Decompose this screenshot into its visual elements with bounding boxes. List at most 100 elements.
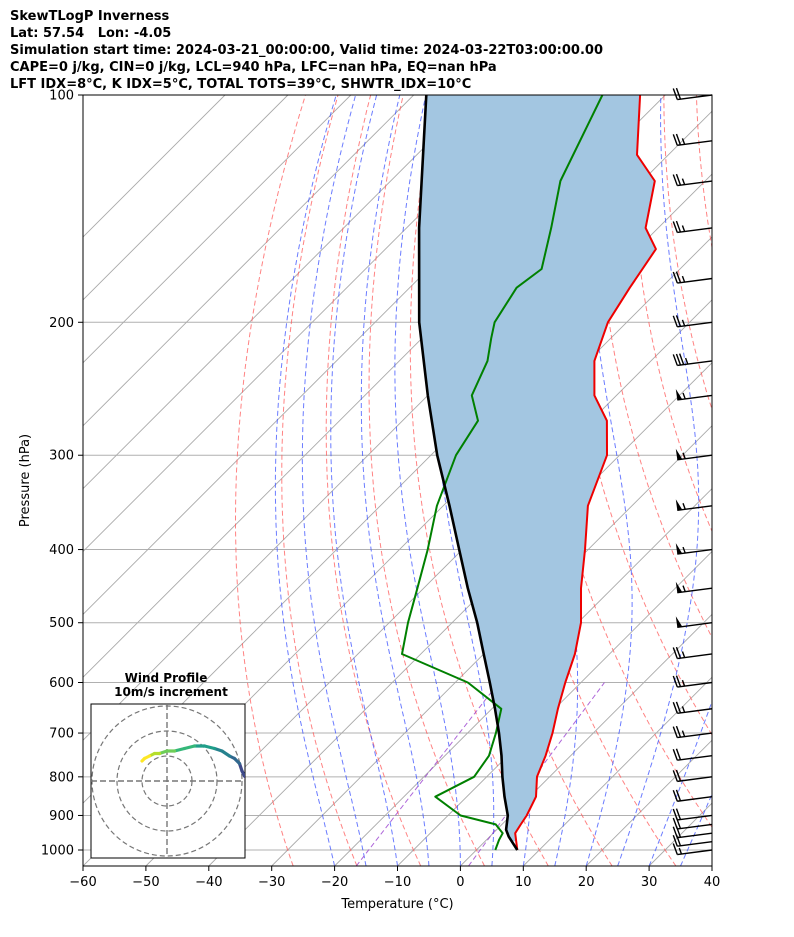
y-tick-label: 800 xyxy=(49,770,74,785)
wind-barb-flag xyxy=(675,271,682,283)
wind-barb-staff xyxy=(677,548,713,555)
plot-area xyxy=(83,93,794,866)
wind-barb-flag xyxy=(675,701,682,714)
y-tick-label: 900 xyxy=(49,809,74,824)
moist-adiabat xyxy=(744,95,794,866)
dry-adiabat xyxy=(663,95,712,411)
x-tick-label: −40 xyxy=(195,875,222,890)
wind-barb-staff xyxy=(677,823,713,830)
wind-barb-staff xyxy=(677,587,713,594)
dry-adiabat xyxy=(409,95,549,866)
isotherm-line xyxy=(83,95,477,490)
isotherm-line xyxy=(83,95,415,427)
wind-barb xyxy=(672,220,713,234)
wind-barb-staff xyxy=(677,849,713,856)
wind-barb-flag xyxy=(675,353,682,366)
x-tick-label: 30 xyxy=(641,875,658,890)
wind-barb xyxy=(672,353,713,367)
wind-barb-flag xyxy=(672,790,678,802)
wind-barb-halfflag xyxy=(681,178,686,185)
wind-barb-flag xyxy=(675,220,682,233)
dry-adiabat xyxy=(695,95,712,250)
isotherm-line xyxy=(83,95,352,364)
wind-barb xyxy=(672,675,713,688)
wind-barb-halfflag xyxy=(682,452,686,459)
hodograph-trace-segment xyxy=(250,781,253,782)
wind-barb-pennant xyxy=(675,543,683,555)
wind-barb-staff xyxy=(677,776,713,783)
wind-barb-pennant xyxy=(675,388,683,400)
y-tick-label: 500 xyxy=(49,616,74,631)
hodograph-subtitle: 10m/s increment xyxy=(114,685,228,699)
isotherm-line xyxy=(83,95,540,553)
wind-barb-flag xyxy=(672,647,678,659)
wind-barb-halfflag xyxy=(684,357,689,365)
wind-barb-flag xyxy=(675,725,682,738)
dry-adiabat xyxy=(235,95,307,866)
wind-barb-pennant xyxy=(675,499,683,511)
wind-barb xyxy=(675,388,713,401)
wind-barb-flag xyxy=(675,748,682,761)
chart-header: SkewTLogP Inverness Lat: 57.54 Lon: -4.0… xyxy=(10,8,603,93)
wind-barb-flag xyxy=(675,87,682,100)
cin-shading xyxy=(419,95,655,842)
wind-barb-staff xyxy=(677,140,713,147)
wind-barb-flag xyxy=(672,817,678,830)
wind-barb-pennant xyxy=(675,581,683,593)
wind-barb-flag xyxy=(672,843,678,855)
wind-barb-staff xyxy=(677,277,713,284)
wind-barb-staff xyxy=(677,754,713,761)
moist-adiabat xyxy=(585,95,633,866)
moist-adiabat xyxy=(394,95,461,866)
dry-adiabat xyxy=(761,93,794,866)
wind-barb-halfflag xyxy=(681,138,686,145)
isotherm-line xyxy=(522,676,712,866)
wind-barb-flag xyxy=(672,174,678,186)
wind-barb-staff xyxy=(677,505,713,512)
wind-barb xyxy=(675,616,713,628)
wind-barb-flag xyxy=(672,808,678,821)
x-tick-label: −60 xyxy=(69,875,96,890)
moist-adiabat xyxy=(617,95,700,866)
wind-barb-flag xyxy=(675,769,682,782)
x-tick-label: −30 xyxy=(258,875,285,890)
wind-barb-flag xyxy=(672,271,678,284)
wind-barb-staff xyxy=(677,653,713,660)
isotherm-line xyxy=(460,613,712,866)
wind-barb-flag xyxy=(672,770,678,782)
wind-barb-flag xyxy=(675,675,682,687)
isotherm-line xyxy=(711,865,712,866)
wind-barb xyxy=(672,701,713,714)
wind-barb xyxy=(672,789,713,802)
wind-barb-staff xyxy=(677,732,713,739)
wind-barb-staff xyxy=(677,394,713,401)
wind-barb-flag xyxy=(675,789,682,802)
moist-adiabat xyxy=(680,792,712,866)
wind-barb xyxy=(672,271,713,284)
x-tick-label: −10 xyxy=(384,875,411,890)
wind-barb-pennant xyxy=(675,616,683,628)
wind-barb xyxy=(672,843,713,856)
x-tick-label: 10 xyxy=(515,875,532,890)
wind-barb-staff xyxy=(677,227,713,234)
mixing-ratio-line xyxy=(355,682,500,866)
wind-barb xyxy=(672,173,713,187)
temperature-line xyxy=(514,95,657,851)
y-tick-label: 700 xyxy=(49,727,74,742)
y-tick-label: 100 xyxy=(49,89,74,104)
wind-barb-halfflag xyxy=(681,730,686,737)
wind-barb-halfflag xyxy=(682,546,686,554)
hodograph-trace-segment xyxy=(172,746,187,753)
wind-barb-flag xyxy=(672,88,678,100)
x-tick-label: 0 xyxy=(456,875,464,890)
wind-barb-flag xyxy=(672,748,678,761)
wind-barb-staff xyxy=(677,841,713,847)
hodograph-trace-segment xyxy=(182,744,197,751)
wind-barb-flag xyxy=(675,315,682,327)
parcel-line xyxy=(417,95,519,851)
wind-barb-flag xyxy=(672,134,678,146)
wind-barb-staff xyxy=(677,708,713,714)
isotherm-line xyxy=(334,487,712,866)
y-tick-label: 400 xyxy=(49,543,74,558)
x-axis-label: Temperature (°C) xyxy=(340,897,453,912)
